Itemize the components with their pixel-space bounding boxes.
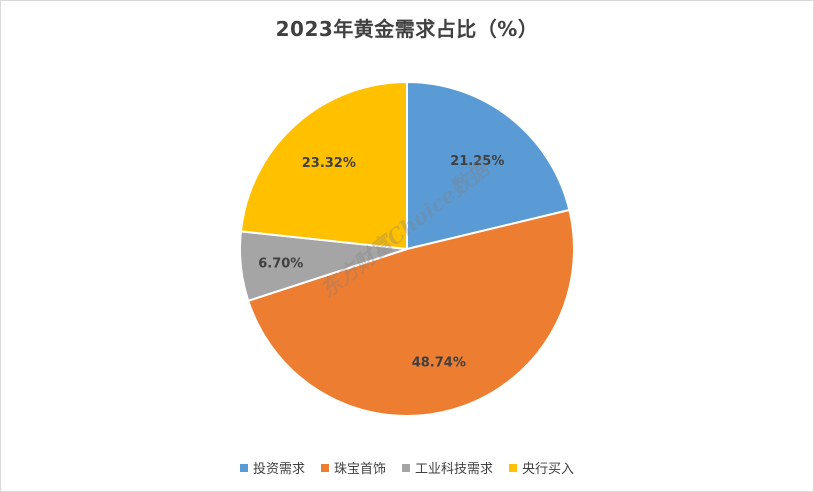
legend-label: 投资需求 (252, 462, 305, 477)
pie-data-labels: 21.25% 48.74% 6.70% 23.32% (258, 154, 504, 371)
data-label-4: 23.32% (302, 156, 356, 171)
legend-item-3: 工业科技需求 (402, 458, 493, 477)
data-label-1: 21.25% (450, 154, 504, 169)
legend-swatch (402, 463, 410, 472)
legend-label: 工业科技需求 (415, 462, 494, 477)
pie-slice-2 (246, 208, 575, 417)
pie-slice-4 (239, 80, 408, 251)
data-label-3: 6.70% (258, 256, 303, 271)
legend-item-2: 珠宝首饰 (320, 458, 386, 477)
pie-slice-1 (406, 80, 571, 251)
legend-swatch (320, 463, 329, 472)
pie-slices (239, 80, 575, 417)
legend-label: 珠宝首饰 (333, 462, 386, 477)
legend-swatch (239, 463, 248, 472)
legend: 投资需求 珠宝首饰 工业科技需求 央行买入 (1, 458, 813, 477)
legend-label: 央行买入 (522, 462, 575, 477)
legend-item-1: 投资需求 (239, 458, 305, 477)
legend-item-4: 央行买入 (509, 458, 574, 477)
chart-title: 2023年黄金需求占比（%） (275, 17, 539, 41)
legend-swatch (509, 463, 518, 472)
data-label-2: 48.74% (412, 355, 466, 370)
